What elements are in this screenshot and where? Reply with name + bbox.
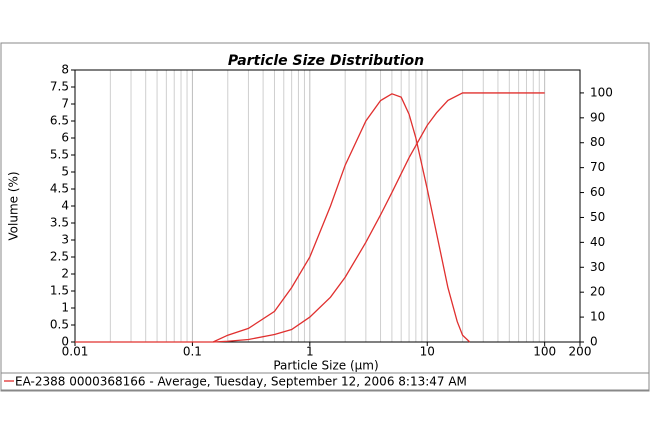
y2-tick-label: 70	[590, 160, 605, 174]
y-tick-label: 0.5	[50, 318, 69, 332]
y2-tick-label: 40	[590, 235, 605, 249]
x-tick-label: 100	[533, 345, 556, 359]
y2-tick-label: 100	[590, 85, 613, 99]
y-tick-label: 5	[61, 165, 69, 179]
x-tick-label: 0.01	[62, 345, 89, 359]
y2-tick-label: 0	[590, 335, 598, 349]
y-axis-label: Volume (%)	[7, 171, 21, 240]
y2-tick-label: 20	[590, 285, 605, 299]
y-tick-label: 5.5	[50, 148, 69, 162]
y-tick-label: 4.5	[50, 182, 69, 196]
y-tick-label: 6.5	[50, 114, 69, 128]
y-tick-label: 8	[61, 63, 69, 77]
y2-tick-label: 60	[590, 185, 605, 199]
series-line	[75, 93, 471, 343]
chart-title: Particle Size Distribution	[228, 53, 424, 69]
legend-box	[0, 372, 650, 391]
frame	[0, 42, 650, 392]
y-tick-label: 3.5	[50, 216, 69, 230]
y-tick-label: 4	[61, 199, 69, 213]
y-tick-label: 3	[61, 233, 69, 247]
y-tick-label: 6	[61, 131, 69, 145]
y2-tick-label: 10	[590, 310, 605, 324]
y-tick-label: 1.5	[50, 284, 69, 298]
x-tick-label: 10	[420, 345, 435, 359]
y2-tick-label: 90	[590, 110, 605, 124]
y-tick-label: 2	[61, 267, 69, 281]
x-axis-label: Particle Size (µm)	[273, 359, 378, 373]
y2-tick-label: 50	[590, 210, 605, 224]
y2-tick-label: 80	[590, 135, 605, 149]
y2-tick-label: 30	[590, 260, 605, 274]
y-tick-label: 7.5	[50, 80, 69, 94]
series-line	[213, 92, 545, 343]
y-tick-label: 2.5	[50, 250, 69, 264]
plot-border	[74, 69, 581, 343]
y-tick-label: 0	[61, 335, 69, 349]
x-tick-label: 0.1	[183, 345, 202, 359]
x-tick-label: 200	[569, 345, 592, 359]
y-tick-label: 7	[61, 97, 69, 111]
legend-label: EA-2388 0000368166 - Average, Tuesday, S…	[15, 375, 467, 389]
y-tick-label: 1	[61, 301, 69, 315]
x-tick-label: 1	[306, 345, 314, 359]
